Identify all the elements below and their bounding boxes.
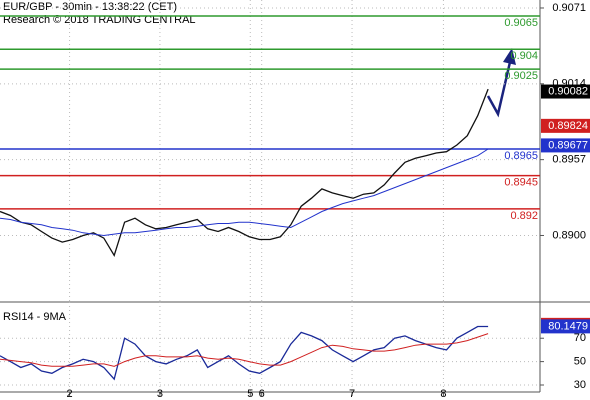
y-tick-label: 50 — [574, 356, 586, 368]
y-tick-label: 0.8957 — [552, 154, 586, 166]
level-label: 0.892 — [510, 210, 538, 222]
price-badge — [541, 118, 590, 133]
series-line — [0, 325, 489, 381]
y-tick-label: 0.8900 — [552, 229, 586, 241]
level-label: 0.8945 — [504, 177, 538, 189]
series-line — [0, 88, 489, 257]
x-tick-label: 7 — [349, 388, 355, 400]
y-tick-label: 70 — [574, 332, 586, 344]
price-badge — [541, 84, 590, 99]
level-label: 0.904 — [510, 50, 538, 62]
series-line — [0, 148, 489, 237]
price-badge-label: 0.89824 — [548, 120, 588, 132]
forecast-arrow — [486, 61, 512, 118]
x-tick-label: 8 — [440, 388, 446, 400]
y-tick-label: 0.9071 — [552, 2, 586, 14]
level-label: 0.9025 — [504, 70, 538, 82]
series-line — [0, 333, 489, 367]
chart-subtitle: Research © 2018 TRADING CENTRAL — [3, 14, 196, 26]
price-badge — [541, 319, 590, 334]
rsi-title: RSI14 - 9MA — [3, 311, 67, 323]
forecast-arrow-head — [503, 48, 516, 65]
chart-title: EUR/GBP - 30min - 13:38:22 (CET) — [3, 1, 177, 13]
x-tick-label: 3 — [157, 388, 163, 400]
x-tick-label: 6 — [259, 388, 265, 400]
x-tick-label: 2 — [67, 388, 73, 400]
price-badge-label: 0.89677 — [548, 139, 588, 151]
x-tick-label: 5 — [247, 388, 253, 400]
level-label: 0.8965 — [504, 150, 538, 162]
y-tick-label: 30 — [574, 379, 586, 391]
price-badge — [541, 138, 590, 153]
level-label: 0.9065 — [504, 17, 538, 29]
price-badge-label: 80.1479 — [548, 320, 588, 332]
price-badge-label: 0.90082 — [548, 85, 588, 97]
